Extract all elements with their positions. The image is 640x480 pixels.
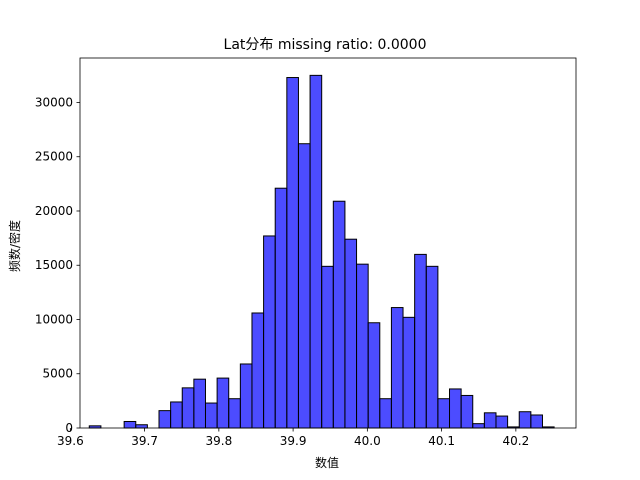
histogram-bar: [135, 424, 148, 429]
x-tick-label: 40.2: [502, 434, 529, 448]
histogram-bar: [495, 415, 509, 429]
y-tick-label: 5000: [42, 367, 73, 381]
histogram-bar: [123, 420, 137, 429]
y-tick-label: 0: [65, 421, 73, 435]
histogram-bar: [228, 398, 241, 429]
y-tick-label: 10000: [35, 312, 73, 326]
histogram-bar: [402, 316, 416, 429]
histogram-bar: [437, 398, 451, 429]
y-axis-title: 频数/密度: [7, 220, 22, 272]
histogram-bar: [170, 401, 183, 429]
y-tick-label: 20000: [35, 204, 73, 218]
histogram-bar: [297, 143, 311, 429]
x-axis-title: 数值: [315, 455, 339, 470]
histogram-bar: [460, 394, 474, 429]
x-tick-label: 40.1: [428, 434, 455, 448]
histogram-bar: [356, 263, 369, 429]
histogram-bar: [286, 77, 299, 429]
histogram-bar: [158, 410, 172, 429]
histogram-bar: [309, 74, 323, 429]
histogram-bar: [379, 398, 392, 429]
plot-frame: [79, 57, 577, 429]
x-tick-label: 39.9: [280, 434, 307, 448]
histogram-bar: [251, 312, 265, 429]
histogram-bar: [216, 377, 230, 429]
histogram-bar: [321, 265, 334, 429]
bars-group: [88, 74, 555, 429]
x-axis: 39.6 39.7 39.8 39.9 40.0 40.1 40.2: [57, 428, 529, 448]
y-tick-label: 15000: [35, 258, 73, 272]
histogram-bar: [414, 253, 427, 429]
x-tick-label: 39.6: [57, 434, 84, 448]
histogram-bar: [344, 238, 358, 429]
histogram-bar: [332, 200, 346, 429]
histogram-bar: [449, 388, 462, 429]
y-tick-label: 30000: [35, 95, 73, 109]
histogram-bar: [367, 322, 381, 429]
chart-title: Lat分布 missing ratio: 0.0000: [224, 37, 427, 53]
histogram-bar: [472, 423, 485, 429]
histogram-bar: [390, 307, 404, 429]
y-tick-label: 25000: [35, 150, 73, 164]
histogram-bar: [425, 265, 439, 429]
y-axis: 0 5000 10000 15000 20000 25000 30000: [35, 95, 80, 435]
histogram-bar: [263, 235, 276, 429]
histogram-bar: [274, 187, 288, 429]
histogram-bar: [530, 414, 543, 429]
x-tick-label: 40.0: [354, 434, 381, 448]
histogram-bar: [518, 411, 532, 429]
histogram-bar: [181, 387, 195, 429]
histogram-bar: [483, 412, 497, 429]
x-tick-label: 39.8: [205, 434, 232, 448]
x-tick-label: 39.7: [131, 434, 158, 448]
histogram-bar: [204, 402, 218, 429]
histogram-bar: [239, 363, 253, 429]
histogram-bar: [193, 378, 206, 429]
